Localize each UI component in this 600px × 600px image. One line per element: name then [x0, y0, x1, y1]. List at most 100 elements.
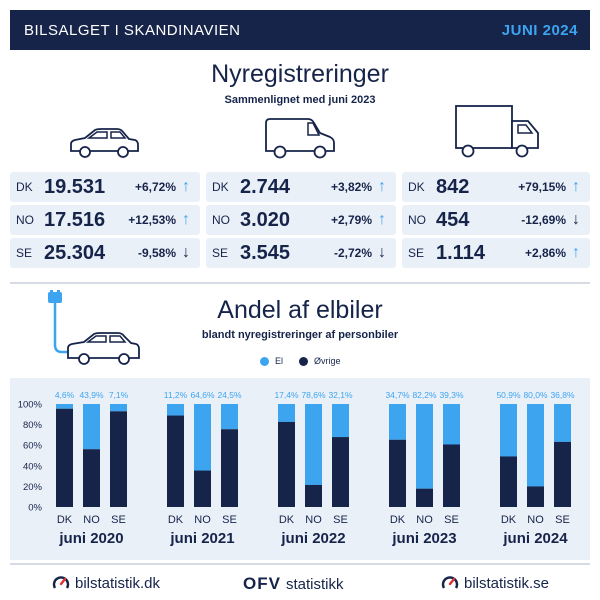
stat-row-van-no: NO 3.020 +2,79% ↑	[206, 205, 396, 235]
x-tick-label: SE	[333, 514, 348, 526]
registration-count: 25.304	[44, 241, 106, 264]
footer-left-text: bilstatistik.dk	[75, 574, 161, 592]
data-label: 39,3%	[439, 390, 464, 400]
registration-count: 454	[436, 208, 470, 231]
country-code: DK	[408, 180, 425, 194]
bar-el-dk	[500, 404, 517, 457]
bilstatistik-logo-icon	[52, 576, 70, 589]
bar-el-no	[416, 404, 433, 489]
x-tick-label: NO	[194, 514, 211, 526]
x-tick-label: DK	[390, 514, 406, 526]
arrow-up-icon: ↑	[182, 178, 190, 195]
data-label: 82,2%	[412, 390, 437, 400]
x-tick-label: NO	[83, 514, 100, 526]
section-title-registrations: Nyregistreringer	[211, 60, 389, 88]
data-label: 36,8%	[550, 390, 575, 400]
change-percent: +2,79%	[330, 213, 372, 227]
group-label: juni 2023	[391, 530, 456, 547]
country-code: NO	[408, 213, 426, 227]
stat-row-truck-se: SE 1.114 +2,86% ↑	[402, 238, 590, 268]
header-title: BILSALGET I SKANDINAVIEN	[24, 21, 241, 39]
legend-el-swatch	[260, 356, 269, 366]
ev-share-chart: 0% 20% 40% 60% 80% 100% 4,6% DK 43,9% NO 7,1% SE jun…	[18, 390, 575, 547]
y-tick-label: 20%	[23, 482, 43, 493]
section-subtitle-ev-share: blandt nyregistreringer af personbiler	[201, 329, 399, 341]
country-code: SE	[16, 246, 33, 260]
country-code: SE	[212, 246, 229, 260]
chart-legend: El Øvrige	[260, 356, 341, 366]
stat-row-van-se: SE 3.545 -2,72% ↓	[206, 238, 396, 268]
footer-right-text: bilstatistik.se	[464, 574, 550, 592]
registration-count: 3.020	[240, 208, 291, 231]
registration-count: 842	[436, 175, 470, 198]
data-label: 64,6%	[190, 390, 215, 400]
group-label: juni 2020	[58, 530, 123, 547]
footer-divider	[10, 563, 590, 565]
x-tick-label: SE	[444, 514, 459, 526]
bilstatistik-logo-icon	[441, 576, 459, 589]
change-percent: -9,58%	[137, 246, 176, 260]
stat-row-truck-no: NO 454 -12,69% ↓	[402, 205, 590, 235]
bar-other-dk	[56, 408, 73, 507]
footer-right[interactable]: bilstatistik.se	[441, 574, 549, 592]
stat-row-car-no: NO 17.516 +12,53% ↑	[10, 205, 200, 235]
x-tick-label: NO	[305, 514, 322, 526]
y-tick-label: 0%	[28, 503, 42, 514]
truck-icon	[455, 105, 539, 158]
x-tick-label: DK	[168, 514, 184, 526]
header-date: JUNI 2024	[501, 21, 578, 39]
header-bar: BILSALGET I SKANDINAVIEN JUNI 2024	[10, 10, 590, 50]
x-tick-label: SE	[222, 514, 237, 526]
change-percent: +12,53%	[128, 213, 176, 227]
bar-other-se	[443, 444, 460, 507]
change-percent: +6,72%	[134, 180, 176, 194]
change-percent: -2,72%	[333, 246, 372, 260]
bar-other-dk	[389, 439, 406, 507]
arrow-up-icon: ↑	[378, 211, 386, 228]
van-icon	[265, 118, 335, 159]
stat-row-van-dk: DK 2.744 +3,82% ↑	[206, 172, 396, 202]
data-label: 78,6%	[301, 390, 326, 400]
electric-car-icon	[48, 290, 140, 365]
x-tick-label: DK	[501, 514, 517, 526]
bar-other-no	[194, 470, 211, 507]
registration-count: 1.114	[436, 241, 485, 264]
bar-el-no	[305, 404, 322, 485]
footer-left[interactable]: bilstatistik.dk	[52, 574, 160, 592]
y-tick-label: 80%	[23, 420, 43, 431]
bar-el-se	[443, 404, 460, 445]
footer-center[interactable]: OFV statistikk	[243, 574, 343, 594]
bar-other-no	[305, 484, 322, 507]
bar-other-se	[110, 411, 127, 507]
registration-count: 17.516	[44, 208, 106, 231]
registration-count: 3.545	[240, 241, 291, 264]
legend-other-label: Øvrige	[314, 356, 341, 366]
x-tick-label: SE	[111, 514, 126, 526]
data-label: 11,2%	[164, 390, 188, 400]
country-code: SE	[408, 246, 425, 260]
country-code: DK	[212, 180, 229, 194]
section-subtitle-registrations: Sammenlignet med juni 2023	[224, 94, 376, 106]
stat-row-car-se: SE 25.304 -9,58% ↓	[10, 238, 200, 268]
bar-other-se	[554, 441, 571, 507]
data-label: 24,5%	[217, 390, 242, 400]
bar-other-se	[221, 429, 238, 507]
arrow-down-icon: ↓	[378, 244, 386, 261]
section-title-ev-share: Andel af elbiler	[217, 296, 383, 324]
bar-other-no	[527, 486, 544, 507]
car-icon	[70, 128, 139, 158]
x-tick-label: SE	[555, 514, 570, 526]
bar-el-se	[554, 404, 571, 442]
bar-el-dk	[278, 404, 295, 422]
data-label: 43,9%	[79, 390, 104, 400]
data-label: 34,7%	[385, 390, 410, 400]
y-tick-label: 60%	[23, 441, 43, 452]
bar-el-se	[110, 404, 127, 412]
bar-el-dk	[56, 404, 73, 409]
arrow-up-icon: ↑	[378, 178, 386, 195]
arrow-down-icon: ↓	[572, 211, 580, 228]
chart-background	[10, 378, 590, 560]
ofv-logo: OFV	[243, 574, 281, 593]
data-label: 50,9%	[496, 390, 521, 400]
data-label: 4,6%	[55, 390, 75, 400]
